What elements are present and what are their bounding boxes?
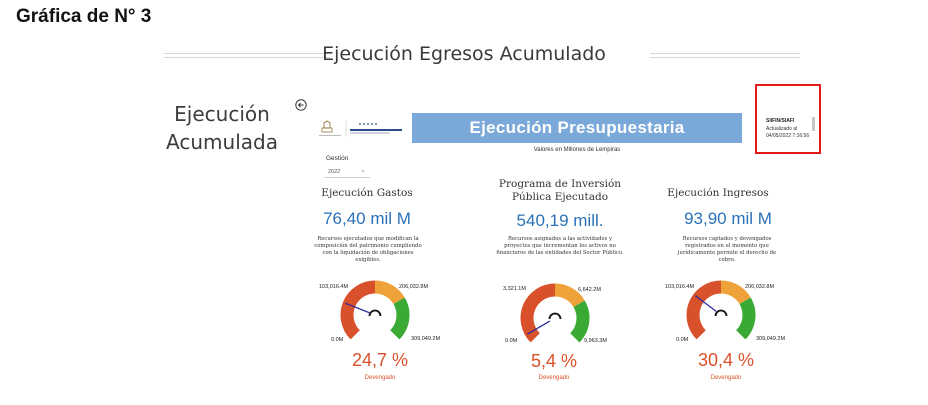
kpi-percent: 24,7 % bbox=[351, 350, 409, 370]
gauge-target-label: 206,032.8M bbox=[399, 284, 429, 290]
kpi-value: 93,90 mil M bbox=[684, 209, 772, 228]
gauge-min-label: 0.0M bbox=[331, 337, 344, 343]
gauge-target-label: 6,642.2M bbox=[578, 287, 601, 293]
units-note: Valores en Millones de Lempiras bbox=[533, 147, 621, 153]
gestion-label: Gestión bbox=[326, 155, 349, 162]
back-arrow-icon[interactable] bbox=[295, 99, 307, 111]
gauge-segment-red bbox=[686, 280, 722, 340]
update-source: SIIFIN/SIAFI bbox=[766, 118, 795, 124]
kpi-description: Recursos ejecutados que modifican la com… bbox=[314, 236, 422, 263]
gauge-mid-label: 103,016.4M bbox=[665, 284, 695, 290]
kpi-title: Programa de Inversión Pública Ejecutado bbox=[498, 178, 622, 203]
kpi-status: Devengado bbox=[538, 375, 570, 381]
gestion-dropdown[interactable] bbox=[324, 166, 370, 178]
gauge-needle bbox=[695, 295, 717, 312]
gauge-segment-orange bbox=[720, 280, 751, 305]
gauge-ingresos bbox=[686, 280, 756, 340]
gauge-segment-orange bbox=[374, 280, 405, 305]
chevron-down-icon[interactable]: ⌄ bbox=[360, 166, 366, 174]
gauge-gastos bbox=[340, 280, 410, 340]
title-rule-left bbox=[164, 53, 330, 58]
kpi-description: Recursos captados y devengados registrad… bbox=[677, 236, 777, 263]
update-label: Actualizado al bbox=[766, 126, 798, 132]
kpi-value: 540,19 mill. bbox=[516, 211, 604, 230]
kpi-value: 76,40 mil M bbox=[323, 209, 411, 228]
gauge-inversion bbox=[520, 283, 590, 343]
gauge-max-label: 309,049.2M bbox=[756, 336, 786, 342]
title-rule-right bbox=[650, 53, 800, 58]
gauge-hub bbox=[714, 309, 728, 317]
banner-title: Ejecución Presupuestaria bbox=[412, 113, 742, 143]
gauge-segment-red bbox=[340, 280, 376, 340]
gauge-segment-green bbox=[569, 300, 590, 343]
kpi-status: Devengado bbox=[364, 375, 396, 381]
update-date: 04/05/2022 7:16:56 bbox=[766, 133, 810, 139]
gestion-value: 2022 bbox=[328, 169, 341, 175]
gauge-mid-label: 3,321.1M bbox=[503, 286, 526, 292]
gauge-segment-green bbox=[735, 297, 756, 340]
kpi-percent: 30,4 % bbox=[697, 350, 755, 370]
gauge-segment-orange bbox=[554, 283, 585, 308]
gauge-mid-label: 103,016.4M bbox=[319, 284, 349, 290]
kpi-title: Ejecución Ingresos bbox=[667, 187, 769, 199]
gauge-max-label: 309,049.2M bbox=[411, 336, 441, 342]
gauge-max-label: 9,963.3M bbox=[584, 338, 607, 344]
secretaria-finanzas-logo bbox=[319, 120, 402, 137]
kpi-description: Recursos asignados a las actividades y p… bbox=[496, 236, 624, 256]
update-highlight-box bbox=[755, 84, 821, 154]
gauge-needle bbox=[527, 320, 551, 335]
gauge-target-label: 206,032.8M bbox=[745, 284, 775, 290]
gauge-hub bbox=[548, 312, 562, 320]
gauge-segment-green bbox=[389, 297, 410, 340]
gauge-min-label: 0.0M bbox=[505, 338, 518, 344]
update-scrollbar[interactable] bbox=[812, 117, 815, 131]
kpi-status: Devengado bbox=[710, 375, 742, 381]
gauge-hub bbox=[368, 309, 382, 317]
kpi-title: Ejecución Gastos bbox=[321, 187, 413, 199]
gauge-segment-red bbox=[520, 283, 556, 343]
gauge-needle bbox=[345, 302, 370, 314]
gauge-min-label: 0.0M bbox=[676, 337, 689, 343]
section-title: Ejecución Egresos Acumulado bbox=[322, 43, 606, 65]
side-title: Ejecución Acumulada bbox=[166, 102, 278, 154]
figure-title: Gráfica de N° 3 bbox=[16, 6, 152, 27]
kpi-percent: 5,4 % bbox=[530, 351, 578, 371]
